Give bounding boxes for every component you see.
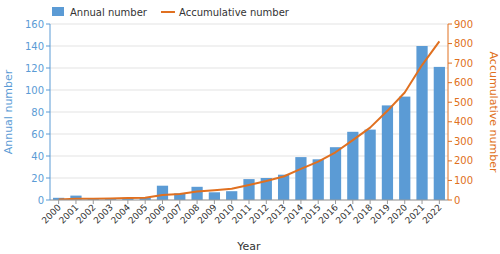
x-tick bbox=[352, 200, 353, 204]
y2-tick bbox=[448, 102, 452, 103]
x-tick bbox=[249, 200, 250, 204]
grid-line bbox=[50, 24, 448, 25]
y2-tick bbox=[448, 121, 452, 122]
x-tick bbox=[266, 200, 267, 204]
y-tick-label: 80 bbox=[31, 107, 44, 118]
y-tick-label: 120 bbox=[25, 63, 44, 74]
y-tick-label: 20 bbox=[31, 173, 44, 184]
y2-tick bbox=[448, 43, 452, 44]
y-tick-label: 100 bbox=[25, 85, 44, 96]
y2-axis-label: Accumulative number bbox=[487, 52, 500, 173]
legend-label: Accumulative number bbox=[179, 7, 290, 18]
bar bbox=[226, 191, 237, 200]
chart: 0 20 40 60 80 100 120 140 160 0 100 200 300 400 500 600… bbox=[0, 0, 500, 254]
x-tick bbox=[179, 200, 180, 204]
x-tick bbox=[439, 200, 440, 204]
y-tick-label: 0 bbox=[38, 195, 44, 206]
y2-tick-label: 500 bbox=[454, 97, 473, 108]
y-axis-label: Annual number bbox=[2, 69, 15, 154]
y-tick bbox=[46, 46, 50, 47]
y2-tick bbox=[448, 180, 452, 181]
y2-axis bbox=[448, 24, 449, 200]
bar bbox=[191, 187, 202, 200]
x-tick bbox=[318, 200, 319, 204]
x-tick bbox=[75, 200, 76, 204]
y2-tick-label: 100 bbox=[454, 175, 473, 186]
y2-tick bbox=[448, 63, 452, 64]
y2-tick-label: 400 bbox=[454, 116, 473, 127]
legend-item: Accumulative number bbox=[161, 7, 290, 18]
y2-tick bbox=[448, 82, 452, 83]
legend: Annual number Accumulative number bbox=[52, 7, 290, 18]
x-axis-label: Year bbox=[236, 240, 261, 253]
x-tick bbox=[422, 200, 423, 204]
y2-tick-label: 900 bbox=[454, 19, 473, 30]
bar bbox=[295, 157, 306, 200]
y2-tick bbox=[448, 160, 452, 161]
bar bbox=[365, 130, 376, 200]
bar bbox=[416, 46, 427, 200]
bar bbox=[382, 105, 393, 200]
x-tick bbox=[335, 200, 336, 204]
y-tick bbox=[46, 68, 50, 69]
y2-tick-label: 200 bbox=[454, 155, 473, 166]
y2-tick bbox=[448, 24, 452, 25]
y-tick bbox=[46, 90, 50, 91]
x-tick bbox=[58, 200, 59, 204]
grid-line bbox=[50, 90, 448, 91]
y2-tick-label: 800 bbox=[454, 38, 473, 49]
y2-tick bbox=[448, 141, 452, 142]
line bbox=[59, 41, 440, 199]
bar bbox=[157, 186, 168, 200]
x-tick bbox=[214, 200, 215, 204]
bar bbox=[313, 159, 324, 200]
x-tick bbox=[300, 200, 301, 204]
y-tick-label: 40 bbox=[31, 151, 44, 162]
plot-area bbox=[53, 41, 445, 200]
y-tick bbox=[46, 200, 50, 201]
y-tick-label: 60 bbox=[31, 129, 44, 140]
y-tick bbox=[46, 112, 50, 113]
y2-tick-label: 700 bbox=[454, 58, 473, 69]
x-tick bbox=[387, 200, 388, 204]
y-tick bbox=[46, 178, 50, 179]
x-tick bbox=[162, 200, 163, 204]
y-tick bbox=[46, 24, 50, 25]
y-tick-label: 140 bbox=[25, 41, 44, 52]
y-tick bbox=[46, 134, 50, 135]
y-tick-label: 160 bbox=[25, 19, 44, 30]
x-tick bbox=[404, 200, 405, 204]
legend-label: Annual number bbox=[70, 7, 148, 18]
x-tick bbox=[93, 200, 94, 204]
y2-tick bbox=[448, 200, 452, 201]
grid-line bbox=[50, 68, 448, 69]
y-tick bbox=[46, 156, 50, 157]
x-tick bbox=[370, 200, 371, 204]
legend-swatch bbox=[161, 11, 175, 13]
y2-tick-label: 300 bbox=[454, 136, 473, 147]
x-tick bbox=[197, 200, 198, 204]
y2-tick-label: 600 bbox=[454, 77, 473, 88]
bar bbox=[243, 179, 254, 200]
bar bbox=[434, 67, 445, 200]
x-tick bbox=[283, 200, 284, 204]
x-tick-label: 2022 bbox=[420, 202, 443, 225]
x-tick bbox=[145, 200, 146, 204]
x-tick bbox=[110, 200, 111, 204]
grid-line bbox=[50, 46, 448, 47]
legend-item: Annual number bbox=[52, 7, 148, 18]
bar bbox=[209, 192, 220, 200]
x-tick bbox=[231, 200, 232, 204]
legend-swatch bbox=[52, 7, 64, 16]
bar bbox=[399, 97, 410, 200]
x-tick bbox=[127, 200, 128, 204]
y2-tick-label: 0 bbox=[454, 195, 460, 206]
